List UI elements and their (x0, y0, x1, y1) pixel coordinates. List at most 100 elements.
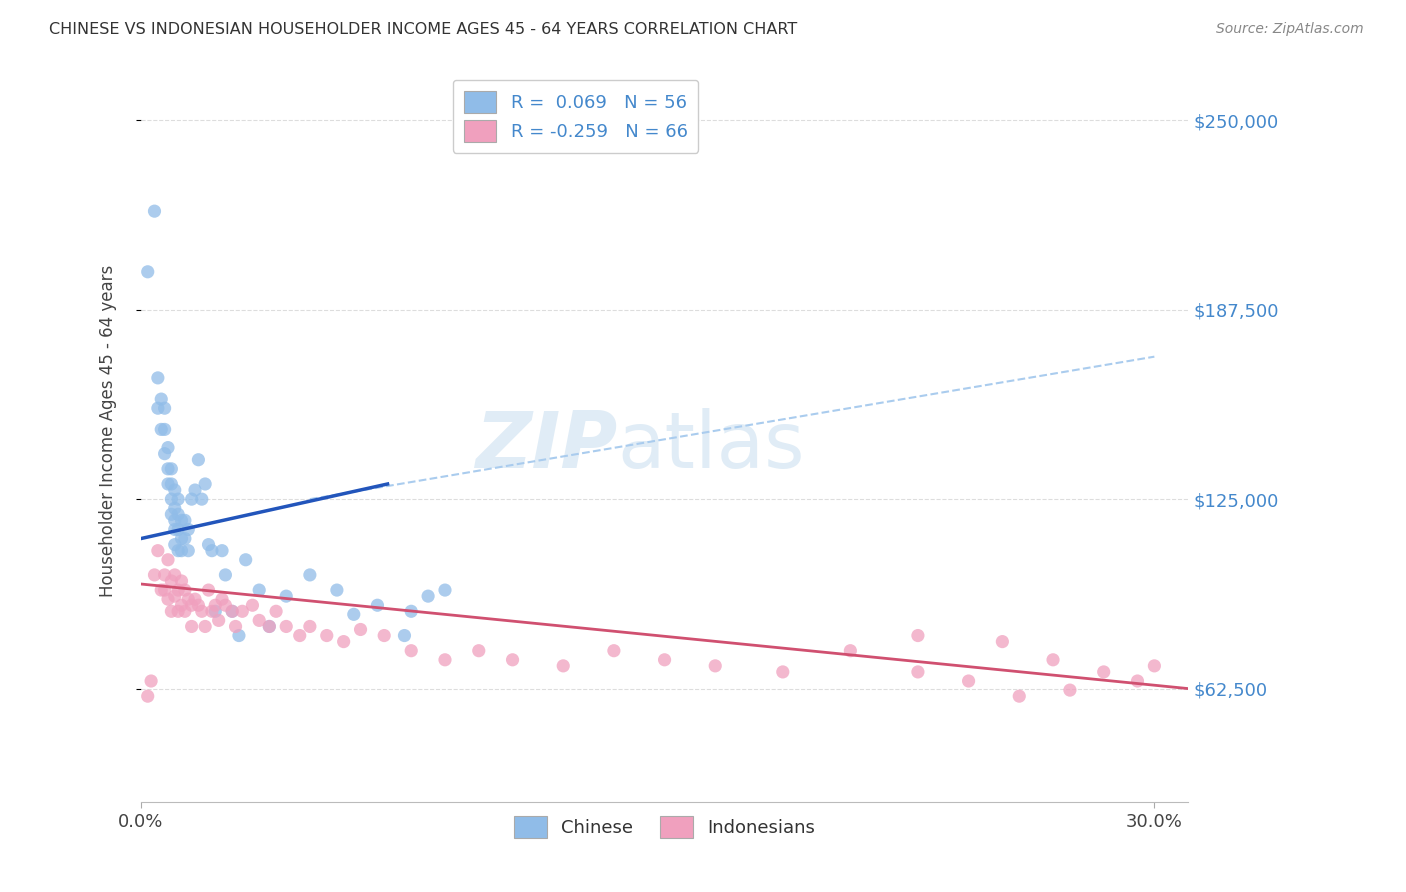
Point (201, 543, 224, 558)
Point (150, 583, 173, 598)
Text: ZIP: ZIP (475, 408, 617, 483)
Point (160, 574, 183, 588)
Point (1042, 653, 1064, 667)
Point (167, 508, 190, 522)
Point (259, 619, 281, 633)
Point (839, 643, 862, 657)
Point (180, 492, 202, 507)
Point (153, 422, 176, 436)
Point (247, 583, 270, 598)
Point (242, 599, 264, 613)
Point (259, 619, 281, 633)
Point (146, 371, 169, 385)
Point (399, 604, 422, 618)
Point (160, 508, 183, 522)
Point (143, 568, 166, 582)
Point (143, 204, 166, 219)
Point (146, 543, 169, 558)
Point (433, 653, 456, 667)
Point (603, 643, 626, 657)
Point (163, 513, 186, 527)
Point (231, 604, 253, 618)
Point (167, 492, 190, 507)
Point (163, 483, 186, 497)
Point (167, 604, 190, 618)
Point (163, 523, 186, 537)
Point (235, 553, 257, 567)
Point (957, 673, 980, 688)
Point (1059, 683, 1081, 698)
Point (276, 619, 298, 633)
Point (264, 604, 287, 618)
Point (160, 477, 183, 491)
Point (204, 599, 226, 613)
Point (1008, 689, 1031, 703)
Point (163, 589, 186, 603)
Point (146, 401, 169, 416)
Point (343, 607, 366, 622)
Point (194, 619, 217, 633)
Point (167, 523, 190, 537)
Point (349, 623, 371, 637)
Point (153, 401, 176, 416)
Point (136, 265, 159, 279)
Text: atlas: atlas (617, 408, 806, 483)
Point (180, 619, 202, 633)
Text: CHINESE VS INDONESIAN HOUSEHOLDER INCOME AGES 45 - 64 YEARS CORRELATION CHART: CHINESE VS INDONESIAN HOUSEHOLDER INCOME… (49, 22, 797, 37)
Point (288, 628, 311, 642)
Text: Source: ZipAtlas.com: Source: ZipAtlas.com (1216, 22, 1364, 37)
Point (194, 477, 217, 491)
Point (225, 619, 247, 633)
Point (197, 583, 219, 598)
Point (153, 568, 176, 582)
Point (160, 462, 183, 476)
Point (170, 532, 193, 546)
Point (704, 658, 727, 673)
Legend: Chinese, Indonesians: Chinese, Indonesians (508, 809, 823, 846)
Point (332, 634, 354, 648)
Point (177, 523, 200, 537)
Point (153, 583, 176, 598)
Point (153, 447, 176, 461)
Point (167, 543, 190, 558)
Point (221, 604, 243, 618)
Point (156, 553, 179, 567)
Point (907, 628, 929, 642)
Point (187, 452, 209, 467)
Point (214, 599, 236, 613)
Point (394, 628, 416, 642)
Point (197, 538, 219, 552)
Point (1092, 665, 1115, 679)
Point (315, 628, 337, 642)
Point (276, 589, 298, 603)
Point (373, 628, 395, 642)
Point (204, 604, 226, 618)
Point (170, 574, 193, 588)
Point (150, 392, 173, 406)
Point (173, 532, 195, 546)
Point (160, 492, 183, 507)
Point (366, 599, 388, 613)
Point (156, 477, 179, 491)
Point (326, 583, 349, 598)
Y-axis label: Householder Income Ages 45 - 64 years: Householder Income Ages 45 - 64 years (100, 265, 117, 597)
Point (772, 665, 794, 679)
Point (1143, 658, 1166, 673)
Point (180, 599, 202, 613)
Point (177, 592, 200, 607)
Point (160, 604, 183, 618)
Point (553, 658, 575, 673)
Point (433, 583, 456, 598)
Point (139, 673, 162, 688)
Point (416, 589, 439, 603)
Point (163, 538, 186, 552)
Point (298, 619, 321, 633)
Point (247, 614, 270, 628)
Point (208, 614, 231, 628)
Point (150, 422, 173, 436)
Point (184, 483, 207, 497)
Point (184, 592, 207, 607)
Point (1126, 673, 1149, 688)
Point (163, 568, 186, 582)
Point (211, 543, 233, 558)
